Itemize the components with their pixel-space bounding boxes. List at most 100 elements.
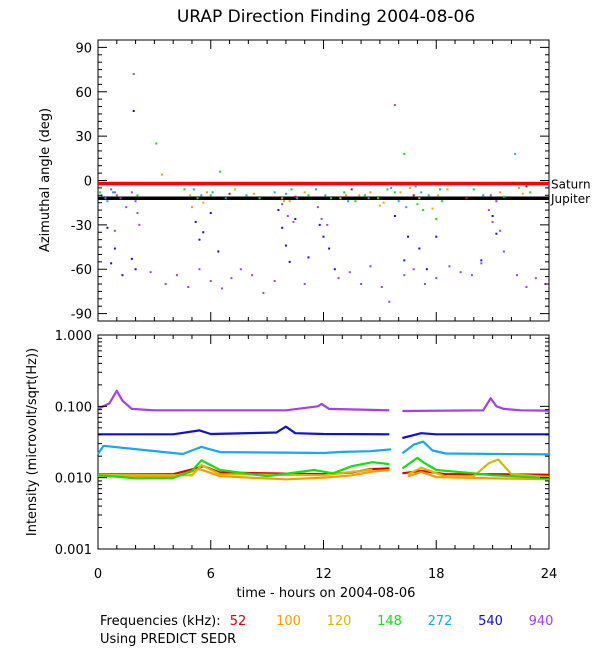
point-540khz (328, 247, 331, 250)
point-100khz (382, 201, 385, 204)
point-940khz (115, 194, 118, 197)
point-540khz (132, 109, 135, 112)
point-148khz (472, 188, 475, 191)
point-272khz (192, 188, 195, 191)
point-272khz (405, 206, 408, 209)
point-120khz (189, 194, 192, 197)
frequencies-label: Frequencies (kHz): (100, 614, 221, 629)
point-148khz (376, 197, 379, 200)
point-120khz (378, 204, 381, 207)
point-100khz (446, 188, 449, 191)
point-148khz (403, 152, 406, 155)
jupiter-label: Jupiter (550, 192, 590, 206)
point-148khz (219, 170, 222, 173)
y-tick-label: 0.001 (55, 543, 92, 558)
point-272khz (482, 194, 485, 197)
point-940khz (499, 229, 502, 232)
point-940khz (281, 203, 284, 206)
point-52khz (294, 195, 297, 198)
y-tick-label: 0 (84, 175, 92, 190)
point-940khz (187, 285, 190, 288)
intensity-line-540khz (402, 432, 549, 440)
point-272khz (273, 191, 276, 194)
point-272khz (414, 185, 417, 188)
point-940khz (403, 274, 406, 277)
point-940khz (534, 277, 537, 280)
point-540khz (134, 268, 137, 271)
point-540khz (288, 260, 291, 263)
y-tick-label: 0.100 (55, 400, 92, 415)
point-940khz (516, 274, 519, 277)
point-940khz (448, 265, 451, 268)
frequency-272-khz: 272 (428, 614, 453, 629)
azimuth-y-axis-label: Azimuthal angle (deg) (38, 108, 53, 252)
point-100khz (408, 186, 411, 189)
point-272khz (200, 194, 203, 197)
point-52khz (512, 182, 515, 185)
frequency-540-khz: 540 (478, 614, 503, 629)
point-120khz (418, 197, 421, 200)
point-540khz (407, 235, 410, 238)
point-148khz (155, 142, 158, 145)
point-940khz (423, 283, 426, 286)
point-272khz (514, 152, 517, 155)
point-540khz (322, 235, 325, 238)
intensity-y-axis-label: Intensity (microvolt/sqrt(Hz)) (25, 348, 40, 536)
point-940khz (380, 285, 383, 288)
point-940khz (292, 220, 295, 223)
point-940khz (337, 277, 340, 280)
x-tick-label: 6 (207, 567, 215, 582)
point-940khz (388, 300, 391, 303)
point-52khz (228, 192, 231, 195)
point-272khz (112, 191, 115, 194)
point-540khz (194, 220, 197, 223)
point-148khz (196, 197, 199, 200)
point-940khz (104, 197, 107, 200)
azimuth-data-points (98, 73, 547, 303)
x-tick-label: 24 (541, 567, 558, 582)
frequency-940-khz: 940 (529, 614, 554, 629)
y-tick-label: 1.000 (55, 329, 92, 344)
point-940khz (480, 262, 483, 265)
source-note: Using PREDICT SEDR (100, 632, 236, 647)
point-540khz (425, 268, 428, 271)
point-940khz (221, 287, 224, 290)
intensity-panel: 1.000 0.100 0.010 0.001 Intensity (microvol… (25, 329, 550, 558)
point-148khz (330, 197, 333, 200)
point-940khz (326, 223, 329, 226)
point-940khz (502, 250, 505, 253)
point-940khz (412, 268, 415, 271)
point-540khz (284, 244, 287, 247)
point-100khz (369, 191, 372, 194)
point-148khz (422, 209, 425, 212)
point-540khz (113, 247, 116, 250)
point-540khz (281, 226, 284, 229)
point-540khz (217, 250, 220, 253)
point-272khz (427, 194, 430, 197)
point-940khz (164, 283, 167, 286)
intensity-plot-frame (97, 334, 550, 550)
point-540khz (435, 235, 438, 238)
point-540khz (393, 214, 396, 217)
point-940khz (369, 265, 372, 268)
point-540khz (198, 238, 201, 241)
point-148khz (529, 191, 532, 194)
point-540khz (491, 214, 494, 217)
point-100khz (431, 207, 434, 210)
point-540khz (277, 209, 280, 212)
point-148khz (136, 194, 139, 197)
intensity-ticks: 1.000 0.100 0.010 0.001 (55, 329, 550, 558)
point-148khz (98, 191, 101, 194)
point-940khz (149, 271, 152, 274)
point-52khz (350, 188, 353, 191)
chart-title: URAP Direction Finding 2004-08-06 (177, 7, 475, 27)
point-540khz (106, 226, 109, 229)
point-940khz (138, 223, 141, 226)
point-120khz (437, 194, 440, 197)
frequency-52-khz: 52 (230, 614, 247, 629)
point-100khz (205, 191, 208, 194)
point-120khz (358, 194, 361, 197)
point-940khz (303, 283, 306, 286)
